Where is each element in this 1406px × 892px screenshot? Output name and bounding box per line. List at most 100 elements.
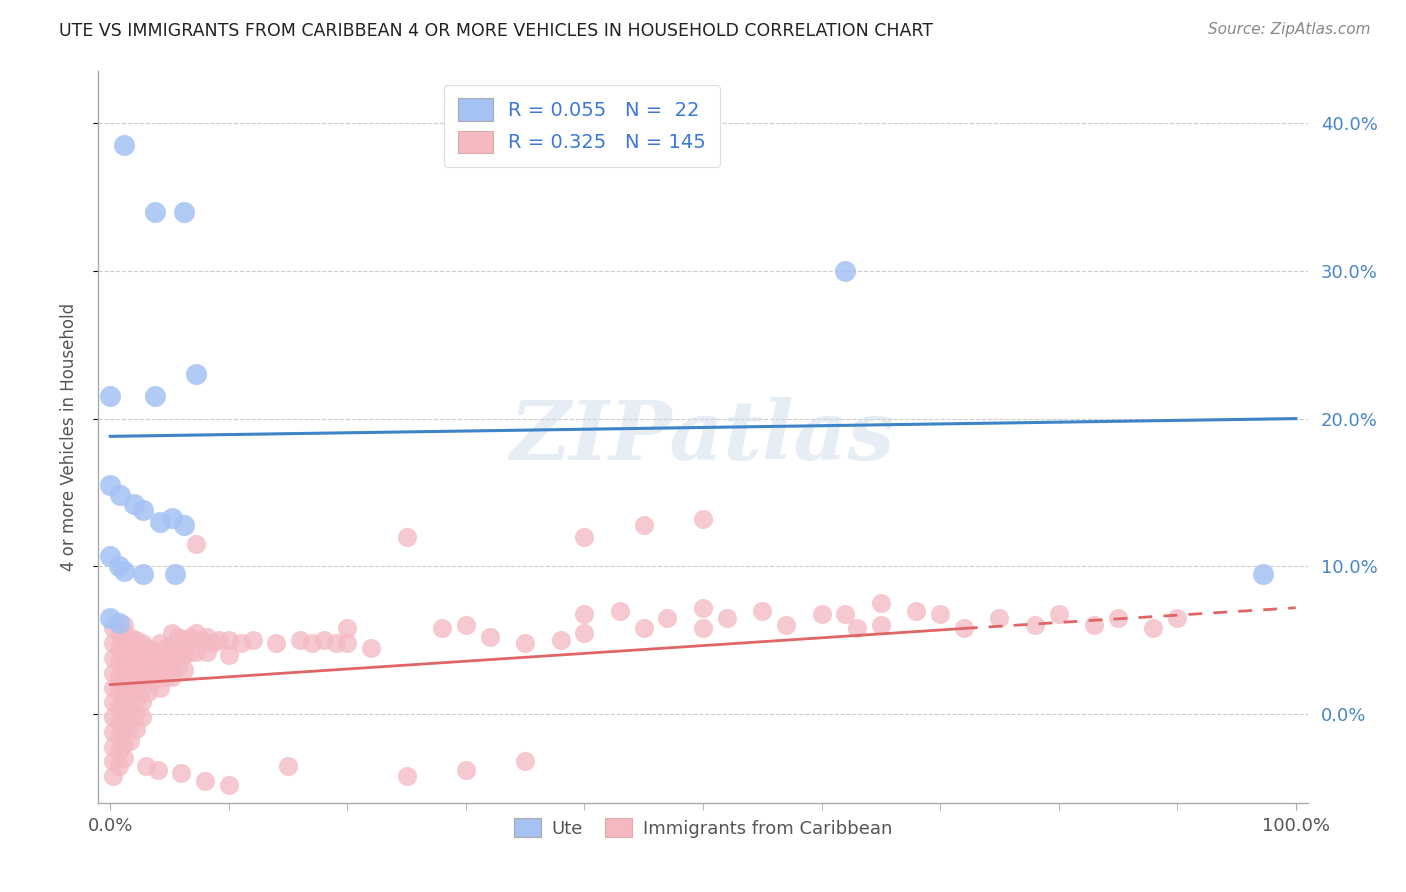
Point [136, 656, 159, 670]
Point [165, 566, 187, 581]
Y-axis label: 4 or more Vehicles in Household: 4 or more Vehicles in Household [59, 303, 77, 571]
Point [336, 622, 359, 636]
Point [143, 389, 166, 403]
Point [197, 630, 219, 644]
Point [120, 630, 142, 644]
Point [114, 751, 136, 765]
Point [325, 636, 347, 650]
Point [1142, 622, 1164, 636]
Point [810, 607, 832, 621]
Point [114, 707, 136, 722]
Point [432, 622, 454, 636]
Point [120, 690, 142, 704]
Point [160, 510, 183, 524]
Point [166, 630, 188, 644]
Point [114, 564, 136, 578]
Point [869, 596, 891, 610]
Point [120, 645, 142, 659]
Point [149, 636, 172, 650]
Point [692, 622, 714, 636]
Point [131, 710, 153, 724]
Text: Source: ZipAtlas.com: Source: ZipAtlas.com [1208, 22, 1371, 37]
Point [101, 665, 124, 680]
Point [131, 636, 153, 650]
Point [173, 633, 195, 648]
Point [131, 681, 153, 695]
Point [242, 633, 264, 648]
Point [114, 692, 136, 706]
Point [101, 681, 124, 695]
Point [166, 660, 188, 674]
Text: UTE VS IMMIGRANTS FROM CARIBBEAN 4 OR MORE VEHICLES IN HOUSEHOLD CORRELATION CHA: UTE VS IMMIGRANTS FROM CARIBBEAN 4 OR MO… [59, 22, 934, 40]
Point [1083, 618, 1105, 632]
Point [125, 677, 148, 691]
Point [312, 633, 335, 648]
Point [149, 651, 172, 665]
Point [107, 656, 129, 670]
Point [98, 549, 121, 563]
Point [125, 692, 148, 706]
Point [125, 707, 148, 722]
Point [108, 488, 131, 502]
Point [454, 764, 477, 778]
Point [122, 497, 145, 511]
Point [98, 478, 121, 492]
Point [155, 656, 177, 670]
Point [125, 663, 148, 677]
Point [132, 566, 155, 581]
Point [149, 665, 172, 680]
Point [107, 729, 129, 743]
Point [101, 695, 124, 709]
Point [1047, 607, 1070, 621]
Point [114, 138, 136, 153]
Point [107, 714, 129, 729]
Point [184, 625, 207, 640]
Point [120, 660, 142, 674]
Point [170, 766, 193, 780]
Point [1251, 566, 1274, 581]
Point [173, 648, 195, 662]
Point [173, 204, 195, 219]
Point [190, 633, 212, 648]
Point [114, 722, 136, 736]
Point [657, 611, 679, 625]
Point [101, 739, 124, 754]
Point [125, 633, 148, 648]
Point [229, 636, 252, 650]
Point [146, 764, 169, 778]
Point [149, 681, 172, 695]
Point [125, 722, 148, 736]
Point [288, 633, 311, 648]
Point [184, 537, 207, 551]
Point [107, 559, 129, 574]
Point [478, 630, 501, 644]
Point [114, 633, 136, 648]
Point [166, 645, 188, 659]
Point [101, 769, 124, 783]
Point [184, 645, 207, 659]
Point [218, 633, 240, 648]
Point [952, 622, 974, 636]
Point [197, 645, 219, 659]
Point [132, 503, 155, 517]
Point [905, 604, 928, 618]
Point [869, 618, 891, 632]
Point [114, 663, 136, 677]
Point [114, 618, 136, 632]
Point [101, 755, 124, 769]
Point [143, 673, 166, 688]
Point [101, 636, 124, 650]
Point [1166, 611, 1188, 625]
Point [633, 622, 655, 636]
Point [107, 759, 129, 773]
Point [107, 640, 129, 655]
Point [107, 685, 129, 699]
Point [107, 699, 129, 714]
Point [114, 648, 136, 662]
Point [1107, 611, 1129, 625]
Point [98, 389, 121, 403]
Point [114, 737, 136, 751]
Point [360, 640, 382, 655]
Point [574, 607, 596, 621]
Point [218, 648, 240, 662]
